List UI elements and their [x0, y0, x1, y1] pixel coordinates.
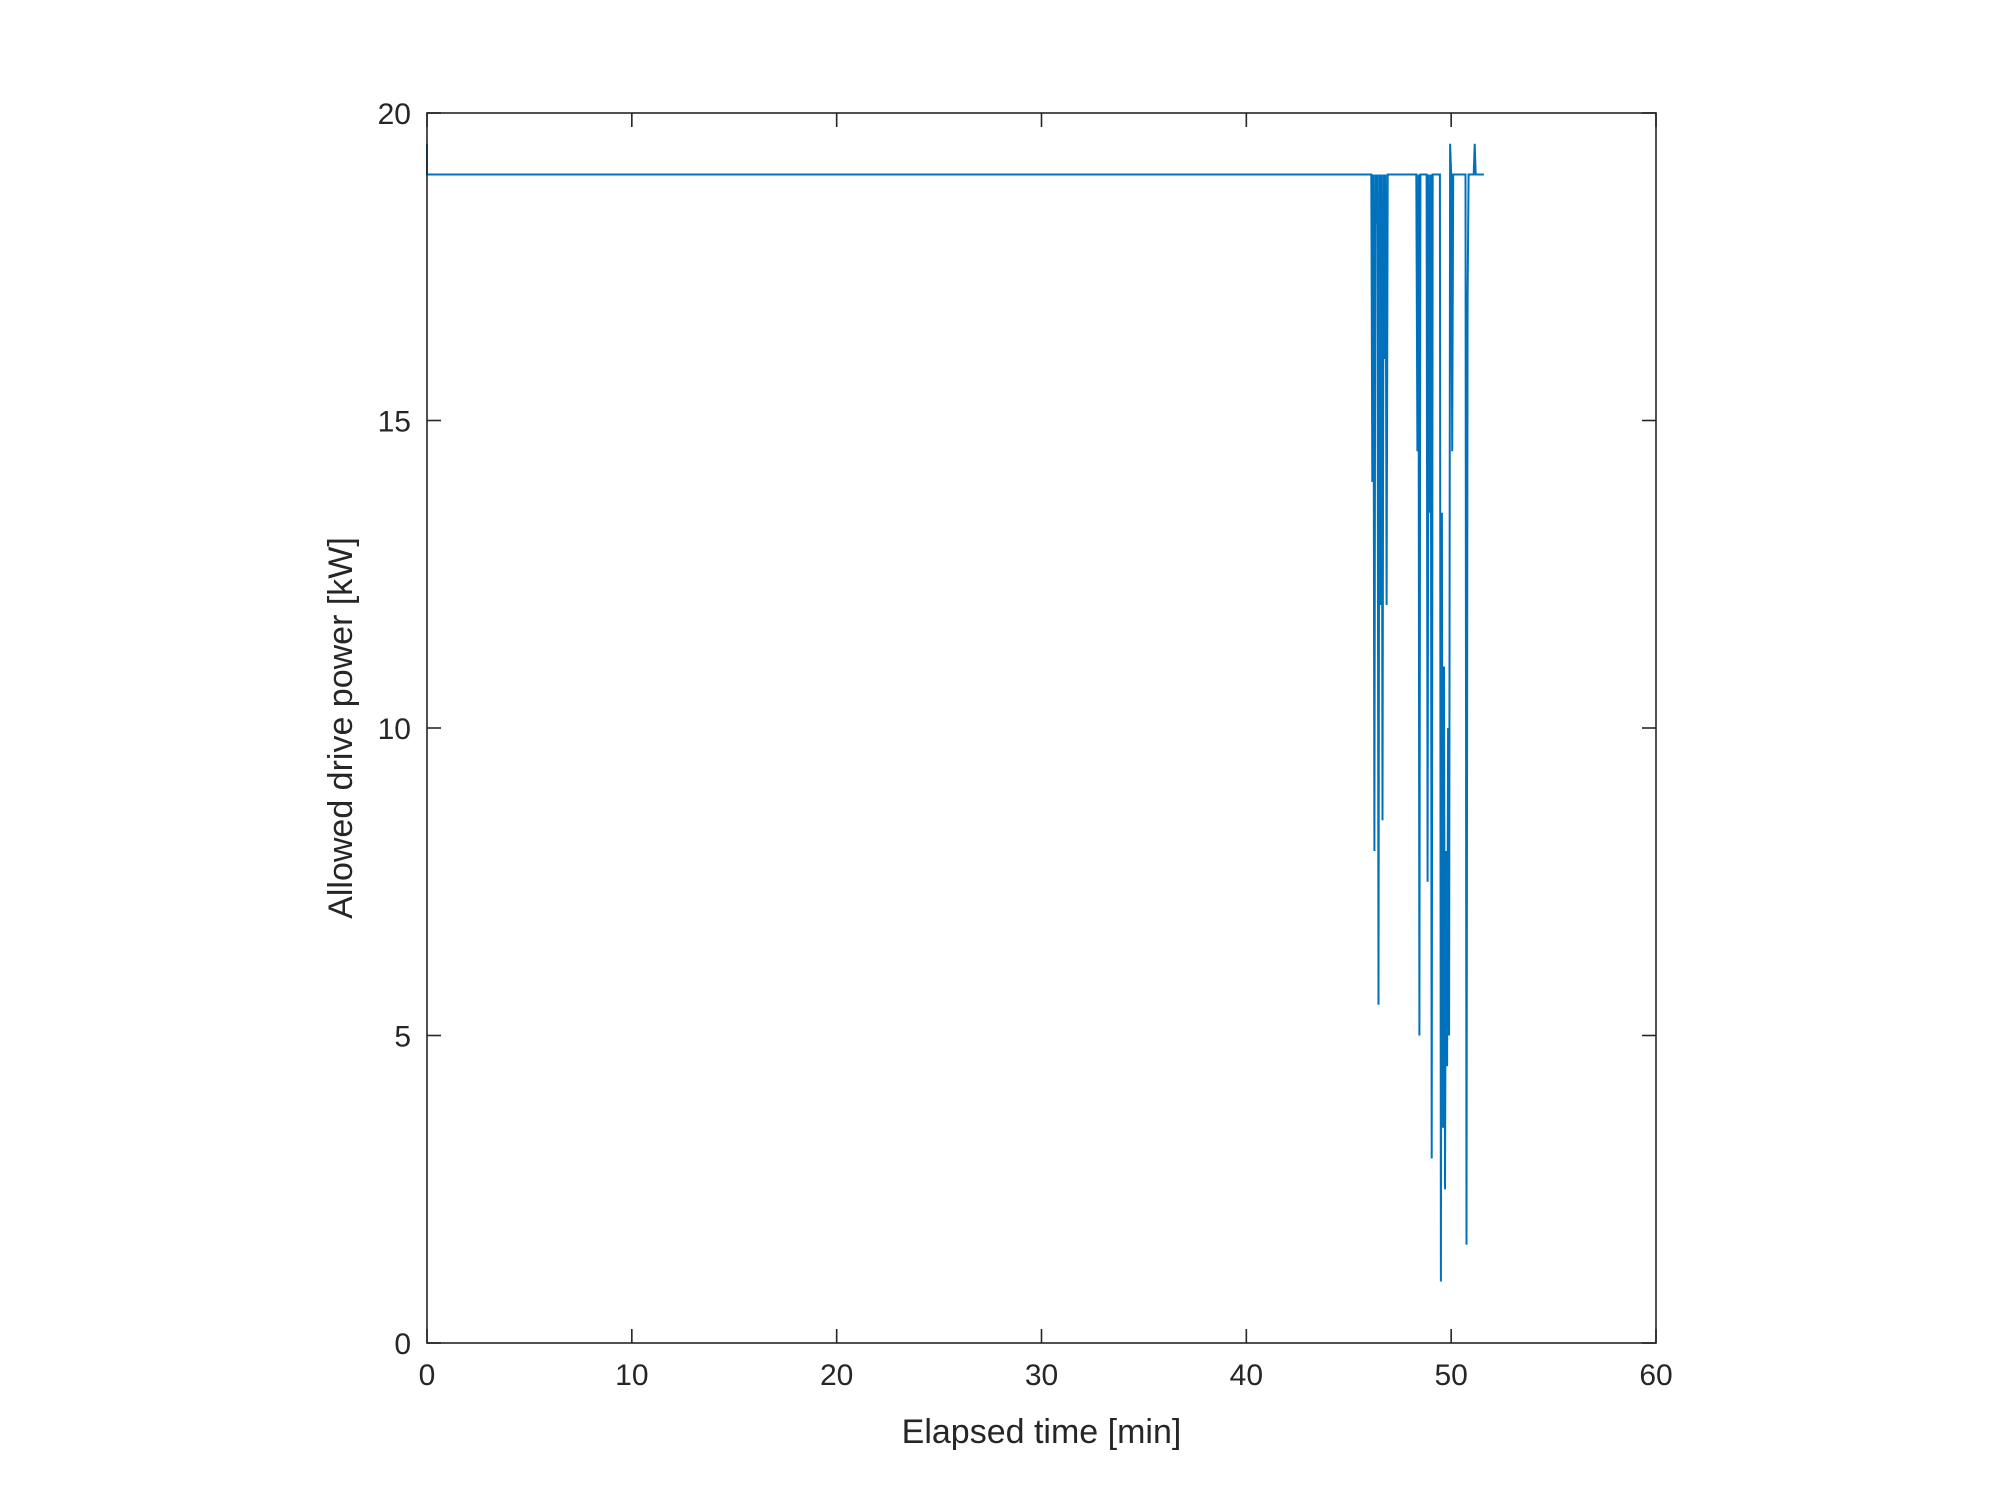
x-tick-label: 30	[1025, 1359, 1058, 1392]
x-tick-label: 0	[419, 1359, 436, 1392]
plot-area	[426, 143, 1484, 1282]
x-tick-label: 40	[1230, 1359, 1263, 1392]
y-axis-title: Allowed drive power [kW]	[322, 537, 360, 919]
y-tick-label: 10	[378, 713, 411, 746]
y-tick-label: 15	[378, 406, 411, 439]
x-tick-label: 10	[615, 1359, 648, 1392]
x-tick-label: 60	[1639, 1359, 1672, 1392]
y-tick-label: 0	[394, 1328, 411, 1361]
series-line-1	[426, 143, 1484, 1282]
x-tick-label: 50	[1434, 1359, 1467, 1392]
x-axis-title: Elapsed time [min]	[902, 1413, 1182, 1451]
axes: 0 10 20 30 40 50 60 0 5 10 15 20	[378, 98, 1673, 1392]
x-tick-label: 20	[820, 1359, 853, 1392]
y-tick-label: 5	[394, 1021, 411, 1054]
y-tick-label: 20	[378, 98, 411, 131]
